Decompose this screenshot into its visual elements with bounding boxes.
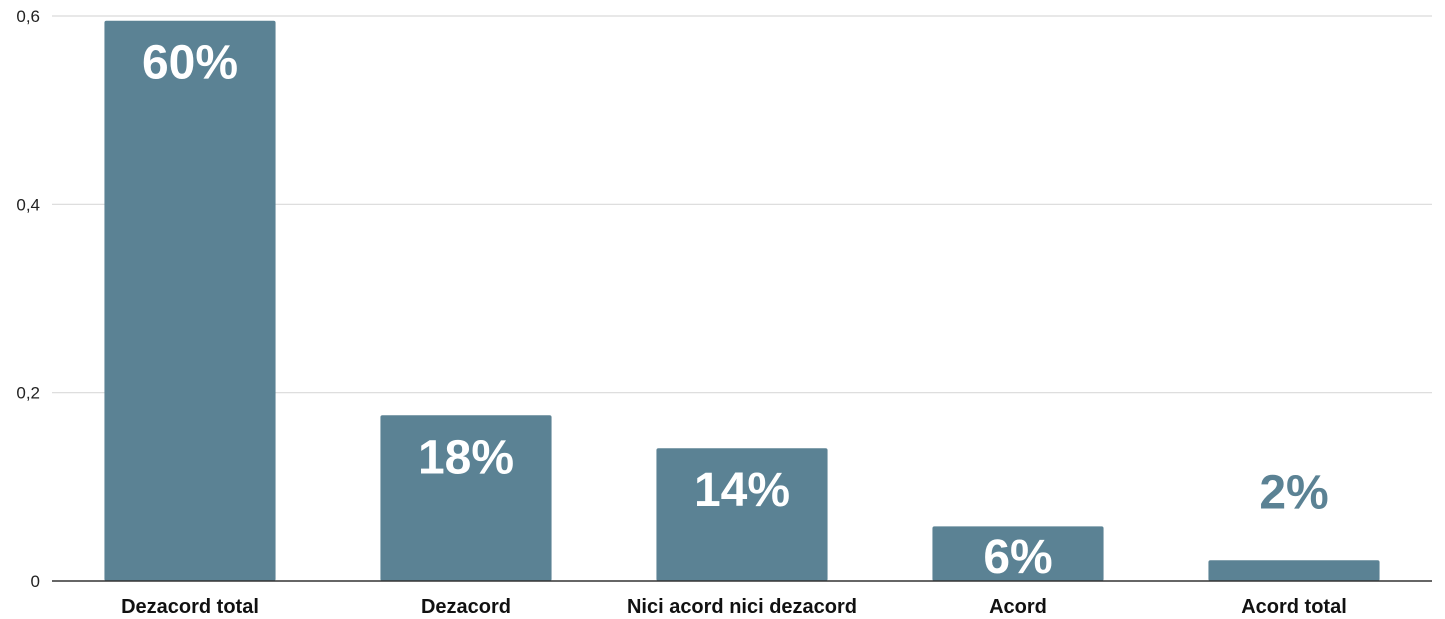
x-category-label: Acord total [1241,596,1347,618]
data-label: 60% [142,37,238,90]
x-category-label: Acord [989,596,1047,618]
grid-lines [52,15,1432,394]
x-axis-category-labels: Dezacord total Dezacord Nici acord nici de… [121,596,1347,618]
y-tick-label: 0,4 [16,195,40,214]
y-tick-label: 0,2 [16,384,40,403]
data-label: 14% [694,464,790,517]
data-label: 2% [1259,466,1328,519]
bar [932,526,1104,581]
data-label: 6% [983,531,1052,584]
bar [656,448,828,581]
bar [380,415,552,581]
y-axis-tick-labels: 0 0,2 0,4 0,6 [16,7,40,591]
bar [1208,560,1380,581]
data-label: 18% [418,431,514,484]
x-category-label: Nici acord nici dezacord [627,596,857,618]
x-category-label: Dezacord [421,596,511,618]
bars [104,20,1380,582]
y-tick-label: 0,6 [16,7,40,26]
data-labels: 60% 18% 14% 6% 2% [142,37,1329,584]
x-category-label: Dezacord total [121,596,259,618]
bar [104,20,276,582]
y-tick-label: 0 [31,572,40,591]
